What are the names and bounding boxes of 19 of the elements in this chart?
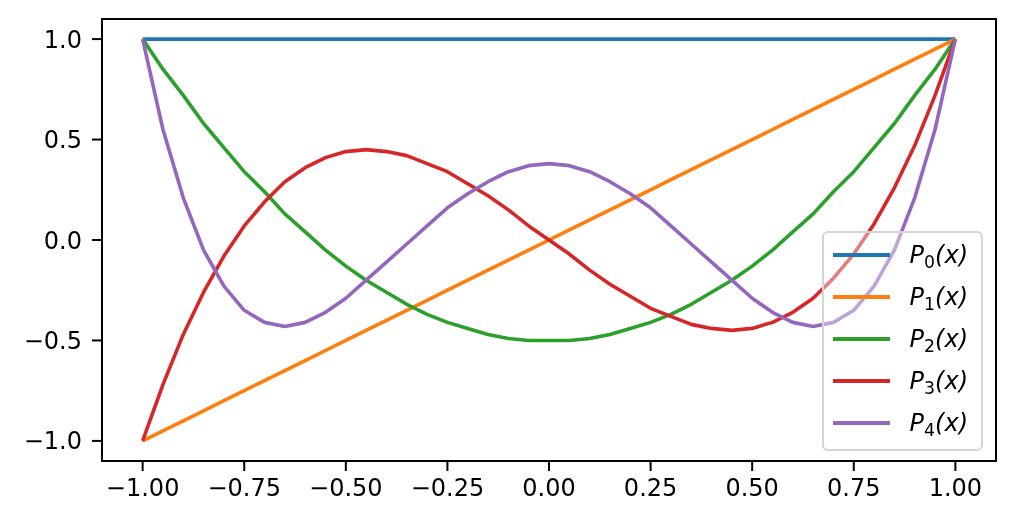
legend-label: P$_{2}$(x) [909, 325, 968, 357]
y-tick-label: −1.0 [23, 427, 82, 456]
x-tick-label: 0.25 [623, 474, 678, 503]
x-tick-label: 1.00 [928, 474, 983, 503]
x-tick-label: 0.75 [827, 474, 881, 503]
y-tick-label: 0.0 [43, 226, 82, 255]
y-tick-label: 0.5 [43, 126, 82, 155]
legend-label: P$_{3}$(x) [909, 367, 968, 399]
x-tick-label: 0.00 [522, 474, 576, 503]
legend-label: P$_{4}$(x) [909, 409, 968, 441]
y-tick-label: −0.5 [23, 326, 82, 355]
x-tick-label: −0.25 [410, 474, 485, 503]
legend-label: P$_{0}$(x) [909, 241, 968, 273]
x-tick-label: 0.50 [725, 474, 779, 503]
x-tick-label: −0.75 [207, 474, 281, 503]
y-tick-label: 1.0 [43, 25, 82, 54]
x-tick-label: −0.50 [309, 474, 383, 503]
x-tick-label: −1.00 [105, 474, 180, 503]
legend-label: P$_{1}$(x) [909, 283, 968, 315]
